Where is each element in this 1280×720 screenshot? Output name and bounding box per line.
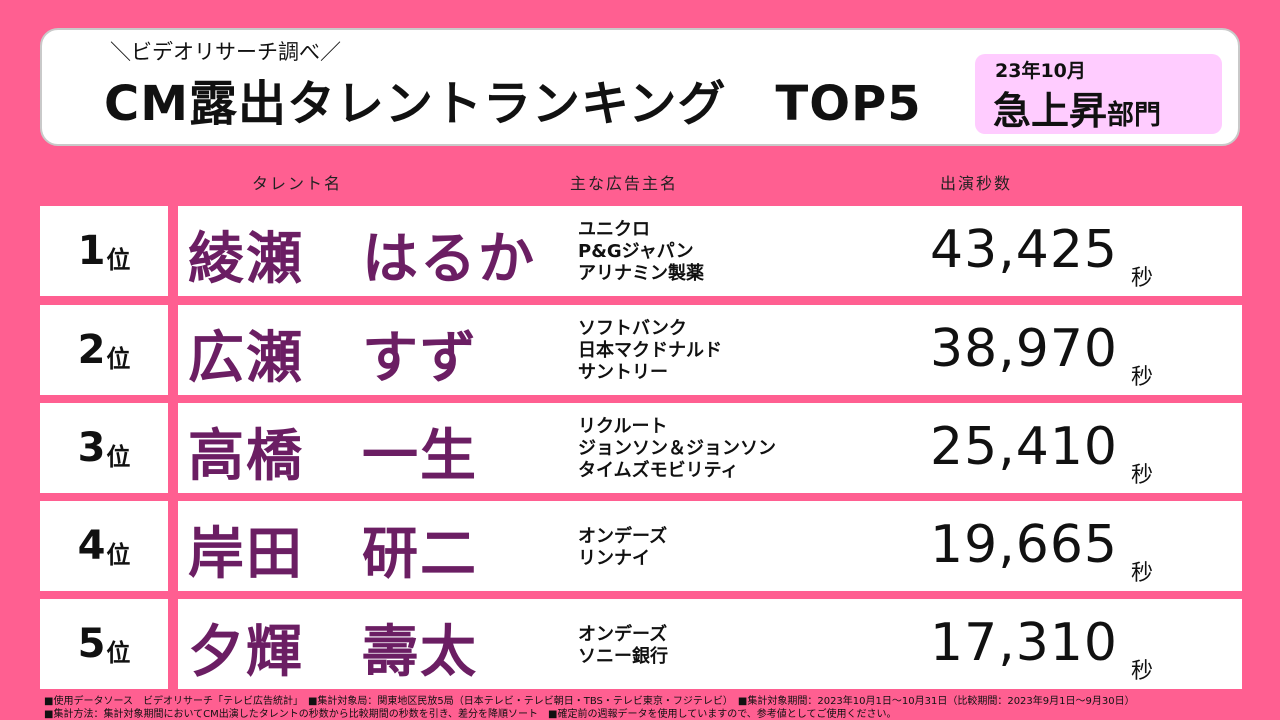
info-cell: 綾瀬 はるか ユニクロ P&Gジャパン アリナミン製薬 43,425 秒 [178, 206, 1242, 296]
advertiser-list: リクルート ジョンソン＆ジョンソン タイムズモビリティ [578, 416, 776, 482]
main-title: CM露出タレントランキング TOP5 [104, 76, 922, 132]
category-badge: 23年10月 急上昇部門 [975, 54, 1222, 134]
rank-number: 2 [77, 327, 106, 373]
rank-number: 3 [77, 425, 106, 471]
advertiser-list: オンデーズ ソニー銀行 [578, 624, 668, 668]
talent-name: 高橋 一生 [188, 424, 478, 489]
rank-number: 1 [77, 228, 106, 274]
category-label: 急上昇部門 [993, 80, 1161, 135]
info-cell: 岸田 研二 オンデーズ リンナイ 19,665 秒 [178, 501, 1242, 591]
advertiser-item: ソフトバンク [578, 318, 687, 339]
seconds-unit: 秒 [1131, 561, 1154, 586]
advertiser-item: ユニクロ [578, 219, 650, 240]
seconds-value: 17,310 [930, 613, 1118, 673]
advertiser-list: オンデーズ リンナイ [578, 526, 667, 570]
seconds-unit: 秒 [1131, 365, 1154, 390]
seconds-value: 25,410 [930, 417, 1118, 477]
seconds-value: 19,665 [930, 515, 1118, 575]
info-cell: 高橋 一生 リクルート ジョンソン＆ジョンソン タイムズモビリティ 25,410… [178, 403, 1242, 493]
advertiser-item: 日本マクドナルド [578, 340, 722, 361]
advertiser-item: アリナミン製薬 [578, 263, 704, 284]
category-suffix: 部門 [1107, 100, 1162, 131]
talent-name: 夕輝 壽太 [188, 620, 478, 685]
advertiser-item: リクルート [578, 416, 668, 437]
advertiser-item: オンデーズ [578, 526, 668, 547]
category-main: 急上昇 [993, 89, 1108, 133]
seconds-value: 43,425 [930, 220, 1118, 280]
advertiser-item: ソニー銀行 [578, 646, 668, 667]
info-cell: 広瀬 すず ソフトバンク 日本マクドナルド サントリー 38,970 秒 [178, 305, 1242, 395]
column-header-advertisers: 主な広告主名 [570, 174, 679, 193]
advertiser-item: ジョンソン＆ジョンソン [578, 438, 776, 459]
advertiser-item: サントリー [578, 362, 668, 383]
rank-suffix: 位 [106, 344, 131, 373]
column-header-talent: タレント名 [252, 174, 343, 193]
talent-name: 岸田 研二 [188, 522, 478, 587]
talent-name: 綾瀬 はるか [188, 227, 536, 292]
rank-number: 4 [77, 523, 106, 569]
period-label: 23年10月 [995, 60, 1086, 82]
source-title: ＼ビデオリサーチ調べ／ [110, 40, 341, 64]
advertiser-item: オンデーズ [578, 624, 668, 645]
seconds-unit: 秒 [1131, 659, 1154, 684]
seconds-value: 38,970 [930, 319, 1118, 379]
seconds-unit: 秒 [1131, 266, 1154, 291]
column-header-seconds: 出演秒数 [940, 174, 1013, 193]
rank-suffix: 位 [106, 540, 131, 569]
advertiser-item: タイムズモビリティ [578, 460, 739, 481]
advertiser-item: P&Gジャパン [578, 241, 694, 262]
info-cell: 夕輝 壽太 オンデーズ ソニー銀行 17,310 秒 [178, 599, 1242, 689]
footnote-line-2: ■集計方法：集計対象期間においてCM出演したタレントの秒数から比較期間の秒数を引… [44, 709, 897, 720]
rank-suffix: 位 [106, 442, 131, 471]
header-panel: ＼ビデオリサーチ調べ／ CM露出タレントランキング TOP5 23年10月 急上… [40, 28, 1240, 146]
advertiser-list: ユニクロ P&Gジャパン アリナミン製薬 [578, 219, 704, 285]
seconds-unit: 秒 [1131, 463, 1154, 488]
rank-suffix: 位 [106, 245, 131, 274]
advertiser-list: ソフトバンク 日本マクドナルド サントリー [578, 318, 722, 384]
footnote-line-1: ■使用データソース ビデオリサーチ「テレビ広告統計」 ■集計対象局：関東地区民放… [44, 696, 1135, 707]
talent-name: 広瀬 すず [188, 326, 478, 391]
rank-suffix: 位 [106, 638, 131, 667]
rank-number: 5 [77, 621, 106, 667]
advertiser-item: リンナイ [578, 548, 650, 569]
